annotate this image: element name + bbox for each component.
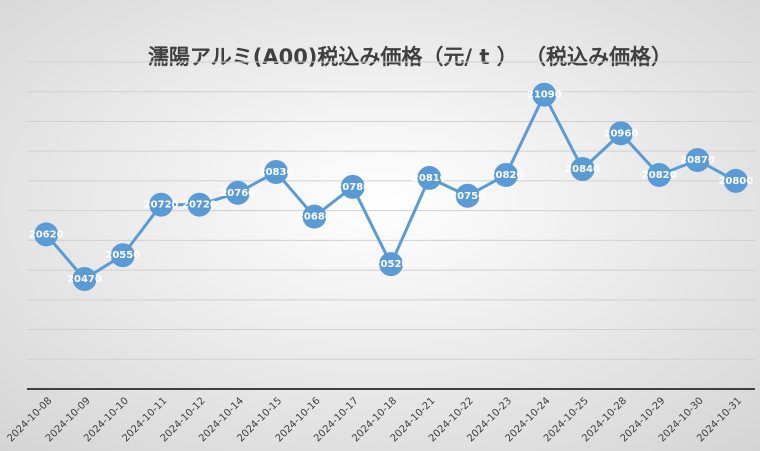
- marker: [685, 148, 710, 173]
- marker: [110, 243, 135, 268]
- data-label: 20550: [105, 250, 140, 261]
- data-label: 20680: [297, 212, 332, 223]
- data-label: 20800: [718, 176, 753, 187]
- marker: [187, 192, 212, 217]
- marker: [72, 267, 97, 292]
- data-label: 20870: [680, 155, 715, 166]
- data-label: 20720: [144, 200, 179, 211]
- marker: [379, 252, 403, 277]
- marker: [570, 157, 595, 182]
- data-label: 20720: [182, 200, 217, 211]
- data-label: 20780: [335, 182, 370, 193]
- data-label: 20470: [67, 274, 102, 285]
- marker: [225, 180, 250, 205]
- marker: [34, 222, 59, 247]
- data-label: 20840: [565, 164, 600, 175]
- marker: [723, 168, 748, 193]
- marker: [302, 204, 327, 229]
- data-label: 20820: [642, 170, 677, 181]
- data-label: 20750: [450, 191, 485, 202]
- marker: [149, 192, 174, 217]
- marker: [455, 183, 480, 208]
- data-label: 20620: [29, 229, 64, 240]
- data-label: 20520: [374, 259, 409, 270]
- marker: [417, 165, 442, 190]
- marker: [340, 174, 365, 199]
- data-label: 20760: [220, 188, 255, 199]
- marker: [264, 159, 289, 184]
- data-label: 20960: [603, 128, 638, 139]
- data-label: 20810: [412, 173, 447, 184]
- marker: [493, 162, 518, 187]
- marker: [608, 121, 633, 146]
- data-label: 21090: [527, 90, 562, 101]
- data-label: 20830: [259, 167, 294, 178]
- marker: [532, 82, 557, 107]
- chart-title: 濡陽アルミ(A00)税込み価格（元/ t ） （税込み価格）: [148, 45, 672, 69]
- data-label: 20820: [489, 170, 524, 181]
- marker: [647, 162, 672, 187]
